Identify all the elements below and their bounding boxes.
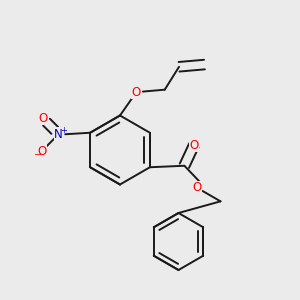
Text: O: O — [193, 181, 202, 194]
Text: O: O — [37, 145, 46, 158]
Text: O: O — [38, 112, 47, 125]
Text: −: − — [34, 150, 42, 160]
Text: +: + — [61, 125, 68, 134]
Text: O: O — [132, 86, 141, 99]
Text: O: O — [189, 139, 199, 152]
Text: N: N — [54, 128, 63, 141]
